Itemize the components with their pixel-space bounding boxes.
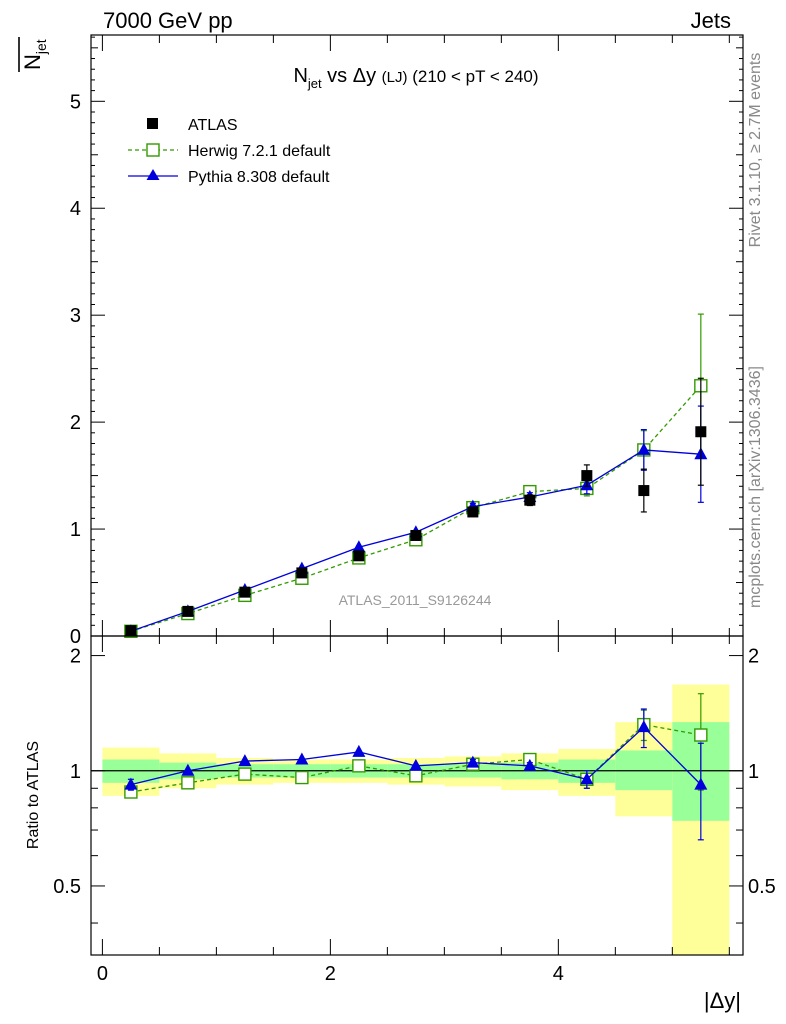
y-tick-label: 0 (70, 626, 81, 648)
mcplots-label: mcplots.cern.ch [arXiv:1306.3436] (747, 366, 764, 608)
atlas-point (695, 426, 707, 438)
ratio-herwig-point (694, 728, 708, 742)
ratio-tick-label-right: 2 (748, 646, 759, 668)
y-tick-label: 3 (70, 305, 81, 327)
atlas-point (410, 529, 422, 541)
legend-herwig-marker (146, 143, 160, 157)
y-tick-label: 4 (70, 198, 81, 220)
y-tick-label: 5 (70, 91, 81, 113)
x-axis-label: |Δy| (704, 988, 741, 1013)
atlas-point (182, 605, 194, 617)
ratio-pythia-point (523, 758, 537, 771)
analysis-watermark: ATLAS_2011_S9126244 (339, 592, 492, 608)
x-tick-label: 4 (553, 963, 564, 985)
ratio-herwig-point (181, 776, 195, 790)
ratio-pythia-point (352, 744, 366, 757)
series-layer (124, 313, 708, 841)
ratio-plot-frame (90, 635, 744, 956)
ratio-pythia-point (694, 777, 708, 790)
legend-pythia-marker (146, 169, 160, 180)
legend-atlas-label: ATLAS (188, 117, 238, 134)
atlas-point (467, 506, 479, 518)
header-right: Jets (691, 8, 731, 33)
ratio-pythia-point (409, 758, 423, 771)
ratio-pythia-point (181, 763, 195, 776)
pythia-point (637, 442, 651, 455)
y-axis-label: Njet (20, 39, 49, 70)
ratio-herwig-point (238, 767, 252, 781)
ratio-pythia-point (580, 772, 594, 785)
ratio-tick-label-right: 1 (748, 761, 759, 783)
ratio-pythia-point (238, 754, 252, 767)
legend-atlas-marker (147, 118, 158, 129)
atlas-point (524, 494, 536, 506)
ratio-tick-label-left: 0.5 (53, 876, 81, 898)
ratio-pythia-point (466, 755, 480, 768)
ratio-pythia-point (295, 752, 309, 765)
atlas-point (125, 625, 137, 637)
pythia-point (352, 540, 366, 553)
ratio-tick-label-right: 0.5 (748, 876, 776, 898)
legend-herwig-label: Herwig 7.2.1 default (188, 143, 331, 160)
legend: ATLAS Herwig 7.2.1 default Pythia 8.308 … (128, 117, 331, 186)
atlas-point (353, 550, 365, 562)
ratio-pythia-point (124, 777, 138, 790)
ratio-herwig-point (352, 759, 366, 773)
header-left: 7000 GeV pp (103, 8, 233, 33)
chart-title: Njet vs Δy (LJ) (210 < pT < 240) (293, 65, 538, 91)
ratio-tick-label-left: 1 (70, 761, 81, 783)
atlas-point (239, 586, 251, 598)
ratio-pythia-point (637, 720, 651, 733)
ratio-herwig-point (295, 770, 309, 785)
rivet-label: Rivet 3.1.10, ≥ 2.7M events (747, 53, 764, 248)
x-tick-label: 2 (325, 963, 336, 985)
y-tick-label: 2 (70, 412, 81, 434)
herwig-line (130, 385, 702, 632)
x-tick-label: 0 (97, 963, 108, 985)
y-tick-label: 1 (70, 519, 81, 541)
atlas-point (296, 567, 308, 579)
atlas-point (638, 485, 650, 497)
ratio-tick-label-left: 2 (70, 646, 81, 668)
atlas-point (581, 470, 593, 482)
ratio-axis-label: Ratio to ATLAS (25, 741, 42, 849)
ratio-herwig-point (409, 769, 423, 783)
legend-pythia-label: Pythia 8.308 default (188, 169, 330, 186)
